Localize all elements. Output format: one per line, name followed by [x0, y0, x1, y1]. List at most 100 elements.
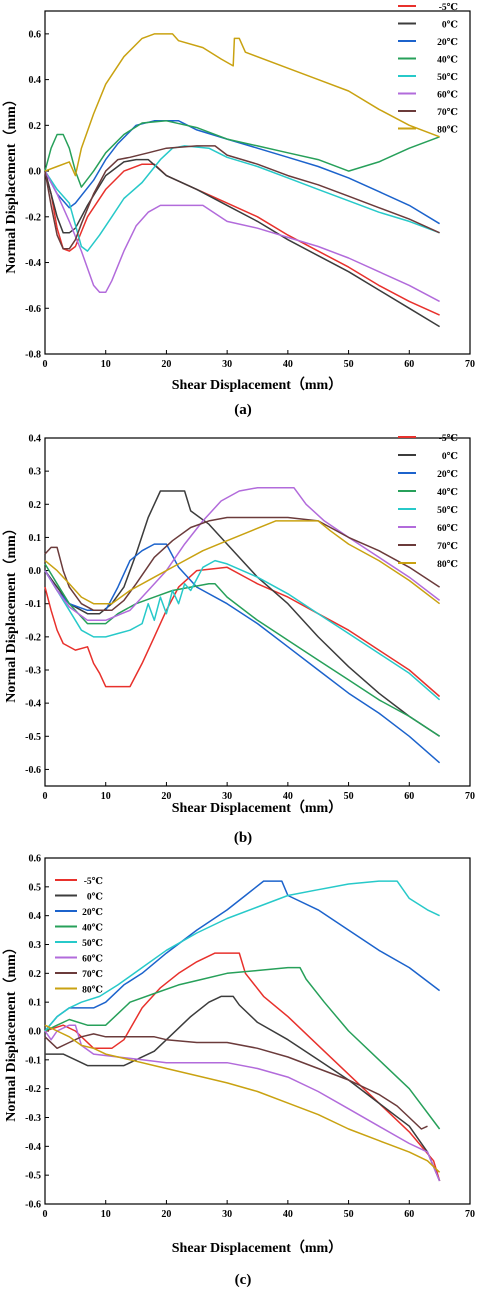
- panel-label: (b): [234, 830, 252, 846]
- legend-label: 60℃: [82, 955, 103, 965]
- legend-label: 60℃: [437, 524, 458, 534]
- x-tick-label: 20: [161, 791, 171, 802]
- y-tick-label: -0.3: [25, 666, 41, 677]
- x-tick-label: 0: [43, 791, 48, 802]
- legend: -5℃ 0℃ 20℃ 40℃ 50℃ 60℃ 70℃ 80℃: [55, 877, 103, 996]
- series-line-5: [44, 559, 441, 701]
- x-tick-label: 70: [465, 359, 475, 370]
- y-tick-label: 0.0: [29, 167, 42, 178]
- legend: -5℃ 0℃ 20℃ 40℃ 50℃ 60℃ 70℃ 80℃: [398, 3, 458, 136]
- x-axis-title: Shear Displacement（mm）: [172, 800, 342, 816]
- x-tick-label: 30: [222, 359, 232, 370]
- y-tick-label: -0.2: [25, 212, 41, 223]
- series-line-6: [44, 170, 440, 303]
- legend-label: -5℃: [439, 434, 458, 444]
- x-axis-title: Shear Displacement（mm）: [172, 377, 342, 393]
- x-tick-label: 60: [404, 1209, 414, 1220]
- y-axis-title: Normal Displacement（mm）: [3, 92, 19, 274]
- legend-label: 40℃: [82, 924, 103, 934]
- legend-label: 80℃: [437, 560, 458, 570]
- legend-label: 70℃: [82, 970, 103, 980]
- chart-panel-3: 0 10 20 30 40 50 60 70 -0.6 -0.5 -0.4 -0.3 -0.2 -0.1 0…: [3, 854, 475, 1289]
- y-tick-label: 0.4: [29, 911, 42, 922]
- x-tick-label: 50: [344, 359, 354, 370]
- legend-label: 20℃: [437, 470, 458, 480]
- series-line-5: [44, 880, 440, 1032]
- y-tick-label: 0.0: [29, 566, 42, 577]
- legend-label: 40℃: [437, 488, 458, 498]
- y-tick-label: 0.3: [29, 467, 42, 478]
- y-tick-label: -0.5: [25, 732, 41, 743]
- series-line-3: [44, 543, 441, 764]
- legend-label: 0℃: [87, 893, 103, 903]
- legend-label: 50℃: [437, 73, 458, 83]
- series-line-8: [44, 33, 440, 177]
- x-tick-label: 50: [344, 791, 354, 802]
- y-tick-label: 0.1: [29, 998, 42, 1009]
- legend-label: 70℃: [437, 542, 458, 552]
- series-line-6: [44, 1024, 441, 1182]
- y-tick-label: 0.2: [29, 121, 42, 132]
- series-line-4: [44, 120, 440, 188]
- legend-label: -5℃: [439, 3, 458, 13]
- series-line-8: [44, 520, 441, 605]
- legend-label: 50℃: [82, 939, 103, 949]
- y-tick-label: -0.6: [25, 304, 41, 315]
- y-tick-label: -0.8: [25, 350, 41, 361]
- y-tick-label: -0.4: [25, 258, 41, 269]
- x-tick-label: 50: [344, 1209, 354, 1220]
- x-tick-label: 40: [283, 359, 293, 370]
- x-tick-label: 0: [43, 359, 48, 370]
- legend-label: 50℃: [437, 506, 458, 516]
- y-tick-label: -0.2: [25, 1084, 41, 1095]
- plot-frame: [44, 857, 471, 1205]
- series-line-2: [44, 158, 440, 328]
- x-tick-label: 70: [465, 1209, 475, 1220]
- legend-label: 0℃: [442, 452, 458, 462]
- plot-frame: [44, 10, 471, 355]
- y-tick-label: -0.3: [25, 1113, 41, 1124]
- legend-label: 0℃: [442, 21, 458, 31]
- series-line-6: [44, 486, 441, 622]
- legend-label: 20℃: [437, 38, 458, 48]
- x-tick-label: 20: [161, 1209, 171, 1220]
- panel-label: (a): [234, 402, 252, 418]
- x-tick-label: 60: [404, 359, 414, 370]
- y-tick-label: -0.5: [25, 1171, 41, 1182]
- series-line-8: [44, 1024, 441, 1173]
- y-tick-label: 0.2: [29, 500, 42, 511]
- series-line-1: [44, 566, 441, 698]
- series-line-7: [44, 145, 440, 250]
- y-tick-label: 0.2: [29, 969, 42, 980]
- y-tick-label: 0.5: [29, 882, 42, 893]
- y-tick-label: -0.1: [25, 599, 41, 610]
- y-tick-label: -0.1: [25, 1055, 41, 1066]
- legend-label: 70℃: [437, 108, 458, 118]
- y-tick-label: 0.0: [29, 1027, 42, 1038]
- panel-label: (c): [235, 1272, 252, 1288]
- x-tick-label: 40: [283, 791, 293, 802]
- legend-label: 40℃: [437, 56, 458, 66]
- x-axis-title: Shear Displacement（mm）: [172, 1240, 342, 1256]
- legend-label: 80℃: [437, 126, 458, 136]
- plot-frame: [44, 437, 471, 787]
- y-tick-label: -0.4: [25, 699, 41, 710]
- x-tick-label: 30: [222, 1209, 232, 1220]
- series-line-4: [44, 563, 441, 737]
- series-line-2: [45, 995, 441, 1182]
- x-tick-label: 20: [161, 359, 171, 370]
- series-line-4: [44, 966, 441, 1130]
- y-axis-title: Normal Displacement（mm）: [3, 521, 19, 703]
- y-tick-label: -0.4: [25, 1142, 41, 1153]
- y-tick-label: 0.4: [29, 75, 42, 86]
- x-tick-label: 70: [465, 791, 475, 802]
- legend-label: 20℃: [82, 908, 103, 918]
- y-tick-label: 0.1: [29, 533, 42, 544]
- x-tick-label: 10: [101, 791, 111, 802]
- series-line-1: [44, 952, 441, 1182]
- legend-label: 80℃: [82, 986, 103, 996]
- x-tick-label: 40: [283, 1209, 293, 1220]
- x-tick-label: 0: [43, 1209, 48, 1220]
- legend-label: 60℃: [437, 91, 458, 101]
